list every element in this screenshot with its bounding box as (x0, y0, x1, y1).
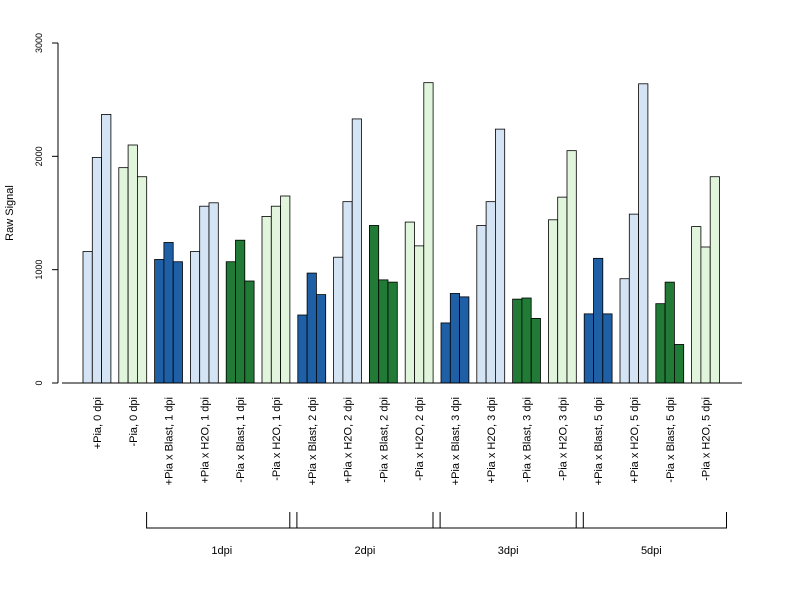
x-tick-label: -Pia x H2O, 2 dpi (414, 397, 426, 481)
bar (593, 257, 604, 384)
x-tick-label: +Pia x H2O, 1 dpi (199, 397, 211, 484)
group-label: 5dpi (641, 545, 662, 557)
bar (82, 251, 93, 384)
bar (485, 201, 496, 384)
x-tick-label: +Pia, 0 dpi (92, 397, 104, 449)
bar (548, 219, 559, 384)
bar (101, 114, 112, 384)
bar (199, 205, 210, 384)
bar (414, 245, 425, 384)
bar (494, 128, 506, 384)
bar (235, 239, 246, 384)
group-bracket (432, 512, 584, 529)
bar (154, 259, 165, 384)
x-tick-label: +Pia x H2O, 3 dpi (486, 397, 498, 484)
x-tick-labels: +Pia, 0 dpi -Pia, 0 dpi +Pia x Blast, 1 dp… (92, 397, 713, 485)
bar (521, 297, 532, 384)
x-tick-label: +Pia x Blast, 1 dpi (164, 397, 176, 485)
bar (423, 82, 434, 384)
bar (118, 167, 129, 384)
bar (628, 213, 639, 384)
bar (127, 144, 138, 384)
bar (638, 83, 649, 384)
x-tick-label: -Pia x Blast, 1 dpi (235, 397, 247, 483)
bar (566, 150, 577, 384)
bar (91, 157, 103, 384)
bar (280, 195, 291, 384)
bar (351, 118, 362, 384)
bar (691, 226, 702, 384)
bar (449, 293, 460, 384)
bars (82, 82, 720, 384)
bar (459, 296, 470, 384)
bar (270, 205, 281, 384)
group-bracket (575, 512, 727, 529)
bar (208, 202, 219, 384)
bar (368, 225, 380, 384)
bar (440, 322, 451, 384)
bar (163, 242, 174, 384)
x-tick-label: -Pia x Blast, 3 dpi (522, 397, 534, 483)
bar (333, 256, 344, 384)
bar (619, 278, 630, 384)
group-bracket (146, 512, 298, 529)
group-label: 2dpi (355, 545, 376, 557)
x-tick-label: -Pia x H2O, 3 dpi (557, 397, 569, 481)
bar (476, 225, 487, 384)
group-brackets: 1dpi 2dpi 3dpi 5dpi (146, 512, 727, 557)
bar (189, 251, 201, 384)
bar (602, 313, 613, 384)
bar (655, 303, 666, 384)
x-tick-label: -Pia x H2O, 1 dpi (271, 397, 283, 481)
y-tick-label: 2000 (34, 146, 44, 166)
y-axis-title: Raw Signal (4, 185, 16, 241)
group-bracket (289, 512, 441, 529)
bar (709, 176, 720, 384)
x-tick-label: +Pia x Blast, 5 dpi (593, 397, 605, 485)
y-axis: 0 1000 2000 3000 (34, 33, 59, 386)
x-tick-label: -Pia x Blast, 5 dpi (665, 397, 677, 483)
y-tick-label: 1000 (34, 260, 44, 280)
bar (378, 279, 389, 384)
y-tick-label: 0 (34, 380, 44, 385)
x-tick-label: -Pia, 0 dpi (128, 397, 140, 447)
bar (172, 261, 183, 384)
bar (557, 196, 568, 384)
bar (244, 280, 255, 384)
x-tick-label: +Pia x H2O, 2 dpi (343, 397, 355, 484)
x-tick-label: +Pia x Blast, 3 dpi (450, 397, 462, 485)
bar (342, 201, 353, 384)
bar (136, 176, 148, 384)
bar (225, 261, 236, 384)
bar (583, 313, 594, 384)
bar (512, 298, 523, 384)
x-tick-label: -Pia x H2O, 5 dpi (701, 397, 713, 481)
bar (674, 344, 685, 384)
bar (315, 294, 327, 384)
x-tick-label: +Pia x H2O, 5 dpi (629, 397, 641, 484)
group-label: 1dpi (211, 545, 232, 557)
bar (261, 215, 272, 384)
x-tick-label: +Pia x Blast, 2 dpi (307, 397, 319, 485)
bar (404, 221, 415, 384)
y-tick-label: 3000 (34, 33, 44, 53)
bar (297, 314, 308, 384)
bar (700, 246, 711, 384)
bar (530, 317, 541, 384)
group-label: 3dpi (498, 545, 519, 557)
bar (306, 272, 317, 384)
bar (664, 281, 675, 384)
x-tick-label: -Pia x Blast, 2 dpi (378, 397, 390, 483)
bar (387, 281, 398, 384)
